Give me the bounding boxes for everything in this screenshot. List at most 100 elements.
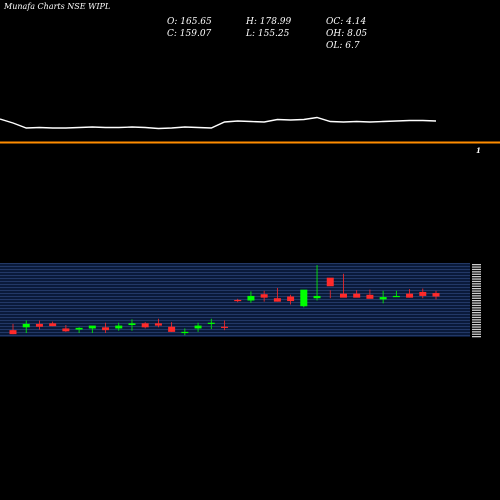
candle bbox=[22, 320, 30, 334]
candle-body bbox=[141, 323, 149, 328]
candle bbox=[339, 273, 347, 298]
candle-body bbox=[287, 296, 295, 302]
scale-tick bbox=[472, 321, 481, 323]
scale-tick bbox=[472, 319, 481, 321]
candle-body bbox=[353, 293, 361, 298]
candle bbox=[273, 287, 281, 302]
high-value: H: 178.99 bbox=[246, 17, 292, 27]
price-scale bbox=[472, 264, 481, 338]
candle bbox=[181, 328, 189, 336]
ol-value: OL: 6.7 bbox=[326, 41, 360, 51]
candle-body bbox=[128, 323, 136, 326]
candle bbox=[49, 321, 57, 327]
candle-body bbox=[9, 330, 17, 335]
scale-tick bbox=[472, 268, 481, 271]
candle-body bbox=[88, 325, 96, 329]
candle-body bbox=[247, 295, 255, 301]
candle bbox=[168, 322, 176, 332]
candle-body bbox=[313, 295, 321, 299]
scale-tick bbox=[472, 271, 481, 273]
open-value: O: 165.65 bbox=[167, 17, 212, 27]
scale-tick bbox=[472, 295, 481, 297]
candle bbox=[260, 290, 268, 302]
candle-body bbox=[115, 325, 123, 329]
candle bbox=[247, 291, 255, 303]
candle bbox=[221, 320, 228, 331]
chart-title: Munafa Charts NSE WIPL bbox=[4, 2, 111, 11]
candle-body bbox=[22, 323, 30, 328]
scale-tick bbox=[472, 288, 481, 290]
scale-tick bbox=[472, 297, 481, 299]
candle bbox=[379, 290, 387, 304]
indicator-line bbox=[0, 116, 437, 130]
candle-body bbox=[366, 294, 374, 299]
candle-body bbox=[35, 323, 43, 327]
scale-tick bbox=[472, 273, 481, 275]
scale-tick bbox=[472, 285, 481, 287]
low-value: L: 155.25 bbox=[246, 29, 290, 39]
candle-body bbox=[406, 293, 414, 298]
scale-tick bbox=[472, 309, 481, 311]
candle-body bbox=[379, 297, 387, 300]
candle-body bbox=[207, 322, 215, 324]
scale-tick bbox=[472, 276, 481, 278]
candle bbox=[287, 294, 295, 305]
candle bbox=[392, 290, 400, 298]
candle bbox=[419, 288, 427, 299]
scale-tick bbox=[472, 316, 481, 319]
scale-tick bbox=[472, 292, 481, 295]
candle bbox=[406, 289, 414, 298]
oc-value: OC: 4.14 bbox=[326, 17, 367, 27]
candle-body bbox=[154, 323, 162, 326]
scale-tick bbox=[472, 331, 481, 333]
candle-body bbox=[168, 326, 176, 332]
scale-tick bbox=[472, 290, 481, 292]
candle bbox=[88, 325, 96, 334]
candle bbox=[234, 298, 242, 303]
scale-tick bbox=[472, 264, 481, 266]
edge-marker-label: 1 bbox=[476, 146, 481, 155]
candle-body bbox=[194, 325, 202, 329]
candle bbox=[154, 318, 162, 328]
candle bbox=[9, 323, 17, 335]
candle-body bbox=[273, 298, 281, 302]
candle bbox=[194, 322, 202, 332]
candle bbox=[313, 265, 321, 301]
candle bbox=[141, 322, 149, 329]
candle bbox=[75, 327, 83, 334]
scale-tick bbox=[472, 278, 481, 280]
scale-tick bbox=[472, 302, 481, 304]
candle bbox=[432, 290, 440, 300]
candle-body bbox=[234, 299, 242, 302]
candle-body bbox=[260, 294, 268, 298]
candle-body bbox=[419, 291, 427, 296]
candlestick-series bbox=[9, 265, 440, 336]
candle bbox=[102, 322, 110, 334]
candle-body bbox=[432, 293, 440, 297]
candle bbox=[115, 322, 123, 331]
close-value: C: 159.07 bbox=[167, 29, 212, 39]
oh-value: OH: 8.05 bbox=[326, 29, 368, 39]
candle-body bbox=[326, 277, 334, 287]
scale-tick bbox=[472, 304, 481, 307]
candle-body bbox=[339, 293, 347, 298]
scale-tick bbox=[472, 283, 481, 285]
scale-tick bbox=[472, 336, 481, 338]
scale-tick bbox=[472, 312, 481, 314]
candle bbox=[326, 277, 334, 299]
candle bbox=[366, 289, 374, 299]
scale-tick bbox=[472, 324, 481, 326]
scale-tick bbox=[472, 328, 481, 331]
candle bbox=[62, 325, 70, 332]
scale-tick bbox=[472, 326, 481, 328]
candle-body bbox=[392, 295, 400, 298]
candle-body bbox=[102, 327, 110, 331]
candle bbox=[128, 319, 136, 331]
candle-body bbox=[300, 289, 308, 307]
scale-tick bbox=[472, 266, 481, 268]
candle-body bbox=[62, 328, 70, 332]
scale-tick bbox=[472, 300, 481, 302]
scale-tick bbox=[472, 280, 481, 283]
candle-body bbox=[221, 326, 228, 328]
